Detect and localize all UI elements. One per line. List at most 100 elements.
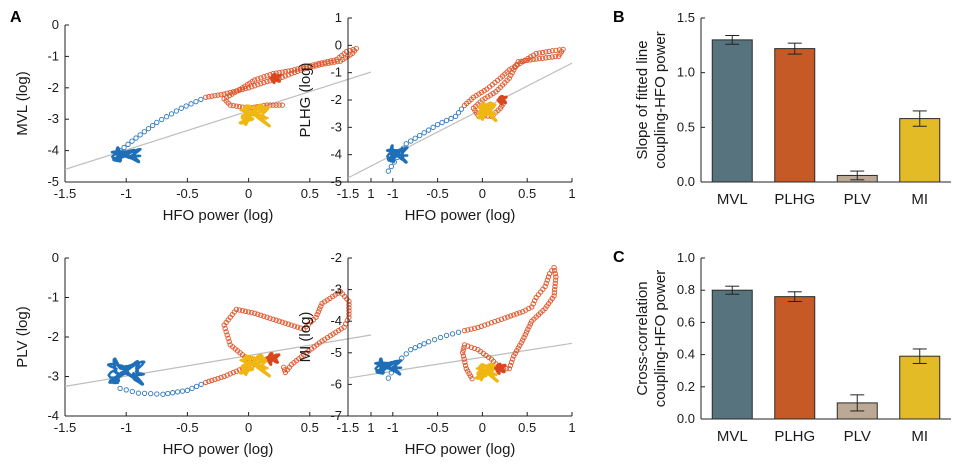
y-tick-label: 0 — [52, 17, 59, 32]
blue-trail-point — [443, 332, 450, 339]
orange-trail-point — [508, 313, 514, 319]
orange-trail-point — [514, 61, 520, 68]
y-axis-label: PLV (log) — [14, 306, 31, 367]
orange-trail-point — [542, 283, 548, 290]
orange-trail-point — [536, 55, 543, 62]
blue-trail-point — [412, 345, 418, 351]
orange-trail-point — [313, 314, 319, 320]
y-tick-label: -3 — [47, 369, 59, 384]
orange-trail-point — [346, 298, 352, 305]
orange-trail-point — [511, 353, 517, 359]
orange-trail-point — [288, 71, 295, 77]
y-tick-label: -4 — [330, 147, 342, 162]
orange-trail-point — [471, 325, 478, 331]
orange-trail-point — [512, 350, 518, 356]
blue-trail-point — [408, 346, 414, 353]
orange-trail-point — [527, 321, 534, 327]
orange-trail-point — [245, 309, 252, 315]
orange-trail-point — [332, 292, 338, 298]
orange-trail-point — [487, 92, 494, 98]
blue-trail-point — [178, 105, 184, 111]
blue-trail-point — [145, 125, 152, 132]
y-tick-label: -1 — [47, 48, 59, 63]
y-tick-label: -1 — [330, 65, 342, 80]
orange-trail-point — [281, 367, 288, 373]
category-label: PLHG — [774, 191, 815, 208]
orange-trail-point — [543, 55, 549, 61]
orange-trail-point — [473, 92, 479, 99]
blue-trail-point — [184, 387, 191, 393]
orange-trail-point — [279, 69, 285, 75]
category-label: PLHG — [774, 428, 815, 445]
orange-trail-point — [552, 286, 558, 293]
y-tick-label: -3 — [330, 282, 342, 297]
blue-trail-point — [430, 124, 436, 130]
orange-trail-point — [331, 57, 337, 63]
orange-trail-point — [350, 46, 356, 53]
x-tick-label: -1 — [120, 186, 132, 201]
orange-trail-point — [288, 67, 295, 74]
blue-trail-point — [421, 341, 427, 347]
orange-trail-point — [233, 368, 240, 374]
blue-trail-point — [455, 110, 462, 116]
blue-trail-point — [149, 122, 156, 129]
y-axis-label: MI (log) — [297, 312, 314, 363]
orange-trail-point — [319, 300, 325, 307]
orange-trail-point — [536, 50, 543, 56]
orange-trail-point — [215, 375, 221, 382]
orange-trail-point — [236, 307, 243, 313]
bar-mvl — [711, 289, 753, 420]
x-tick-label: -1.5 — [54, 186, 76, 201]
orange-trail-point — [460, 353, 467, 359]
orange-trail-point — [346, 311, 352, 317]
orange-trail-point — [279, 319, 285, 325]
orange-trail-point — [231, 89, 238, 96]
orange-trail-point — [553, 274, 559, 280]
orange-trail-point — [523, 329, 530, 335]
orange-trail-point — [515, 59, 521, 65]
orange-trail-point — [526, 323, 532, 330]
blue-trail-point — [403, 351, 409, 357]
orange-trail-point — [493, 89, 499, 95]
orange-trail-point — [282, 369, 288, 376]
y-tick-label: 1 — [335, 10, 342, 25]
orange-trail-point — [471, 345, 478, 352]
orange-trail-point — [539, 49, 546, 56]
y-tick-label: -2 — [47, 80, 59, 95]
x-tick-label: 0 — [479, 186, 486, 201]
orange-trail-point — [549, 54, 555, 60]
x-tick-label: -1.5 — [337, 186, 359, 201]
blue-trail-point — [437, 334, 444, 341]
blue-trail-point — [179, 388, 186, 394]
x-tick-label: -1 — [120, 420, 132, 435]
orange-trail-point — [215, 92, 221, 98]
x-tick-label: -1 — [387, 420, 399, 435]
orange-trail-point — [498, 316, 505, 322]
orange-trail-point — [514, 348, 520, 354]
blue-trail-point — [439, 119, 445, 126]
y-tick-label: -1 — [47, 290, 59, 305]
y-tick-label: 1.0 — [677, 65, 695, 80]
blue-trail-point — [193, 98, 199, 105]
orange-trail-point — [281, 364, 287, 370]
orange-trail-point — [239, 308, 246, 314]
blue-trail-point — [188, 101, 194, 107]
orange-trail-point — [555, 53, 562, 59]
orange-trail-point — [203, 379, 209, 386]
orange-trail-point — [224, 94, 230, 100]
orange-trail-point — [485, 321, 491, 327]
blue-trail-point — [121, 144, 127, 151]
panel-label-b: B — [613, 9, 625, 26]
orange-trail-point — [508, 359, 515, 365]
scatter-mi: -1.5 -1 -0.5 0 0.5 1 -7 -6 -5 -4 -3 -2 HFO power (lo… — [297, 250, 576, 458]
y-axis-label-line2: coupling-HFO power — [652, 270, 669, 408]
orange-trail-point — [553, 47, 559, 53]
orange-trail-point — [522, 332, 528, 338]
x-tick-label: 0.5 — [301, 186, 319, 201]
y-tick-label: 0.6 — [677, 314, 695, 329]
orange-trail-point — [273, 317, 279, 323]
category-label: MVL — [717, 191, 748, 208]
bar-chart-xcorr: 0.0 0.2 0.4 0.6 0.8 1.0 MVL PLHG PLV MI Cross-corr… — [634, 250, 951, 445]
orange-trail-point — [261, 74, 267, 80]
orange-trail-point — [552, 277, 559, 283]
